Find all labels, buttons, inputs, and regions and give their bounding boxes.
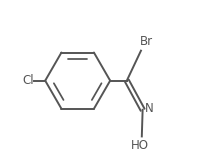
Text: N: N [145, 102, 153, 115]
Text: Cl: Cl [22, 74, 34, 87]
Text: HO: HO [131, 139, 149, 152]
Text: Br: Br [140, 35, 153, 48]
